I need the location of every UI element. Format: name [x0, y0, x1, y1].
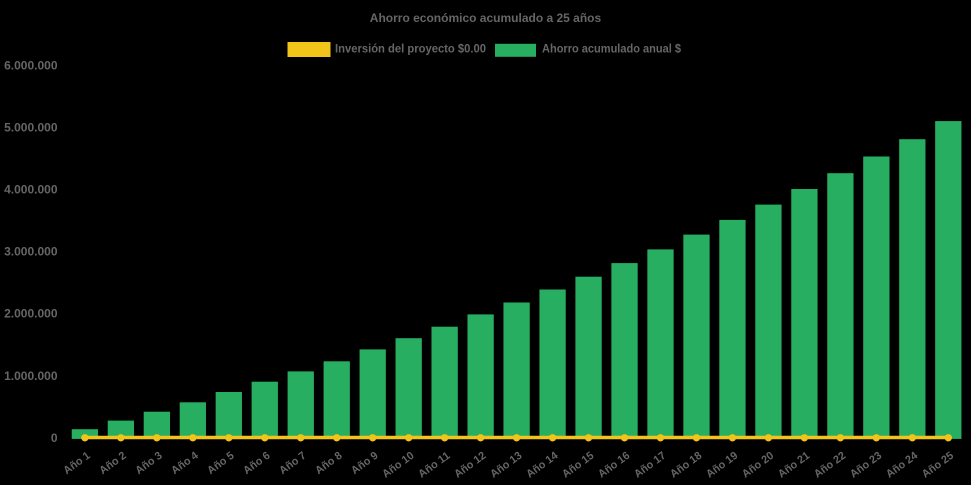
svg-text:3.000.000: 3.000.000 — [4, 245, 58, 259]
svg-text:Inversión del proyecto $0.00: Inversión del proyecto $0.00 — [335, 42, 486, 56]
svg-text:Ahorro acumulado anual $: Ahorro acumulado anual $ — [542, 42, 681, 56]
svg-text:6.000.000: 6.000.000 — [4, 59, 58, 73]
svg-text:0: 0 — [51, 431, 58, 445]
svg-text:2.000.000: 2.000.000 — [4, 307, 58, 321]
svg-text:1.000.000: 1.000.000 — [4, 369, 58, 383]
svg-text:4.000.000: 4.000.000 — [4, 183, 58, 197]
svg-text:5.000.000: 5.000.000 — [4, 121, 58, 135]
svg-text:Ahorro económico acumulado a 2: Ahorro económico acumulado a 25 años — [370, 11, 602, 25]
